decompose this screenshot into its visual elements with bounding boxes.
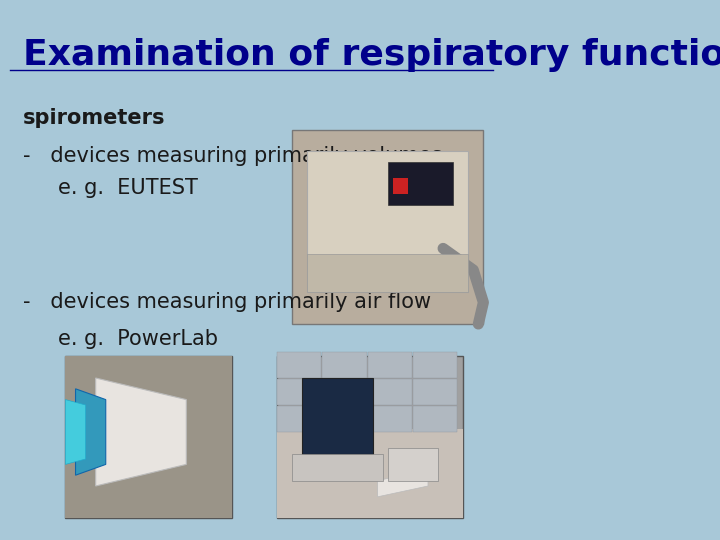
Text: -   devices measuring primarily air flow: - devices measuring primarily air flow [22,292,431,312]
Bar [323,352,366,378]
Polygon shape [377,470,428,497]
Bar [368,379,412,405]
Bar [413,352,457,378]
Bar [277,356,463,518]
Bar [66,356,232,518]
Text: e. g.  EUTEST: e. g. EUTEST [58,178,198,198]
Text: Examination of respiratory functions: Examination of respiratory functions [22,38,720,72]
Bar [387,162,453,205]
Bar [413,379,457,405]
Bar [323,406,366,432]
Bar [277,352,321,378]
Polygon shape [66,400,86,464]
Bar [323,379,366,405]
Bar [307,151,468,292]
Bar [368,352,412,378]
Text: -   devices measuring primarily volumes: - devices measuring primarily volumes [22,146,442,166]
Bar [413,406,457,432]
Bar [368,406,412,432]
Bar [292,130,483,324]
Bar [292,454,382,481]
Bar [277,379,321,405]
Bar [277,406,321,432]
Bar [307,254,468,292]
Bar [277,429,463,518]
Polygon shape [76,389,106,475]
Text: e. g.  PowerLab: e. g. PowerLab [58,329,218,349]
Bar [387,448,438,481]
Polygon shape [96,378,186,486]
Bar [392,178,408,194]
Text: spirometers: spirometers [22,108,165,128]
Bar [302,378,373,454]
Bar [66,356,232,518]
